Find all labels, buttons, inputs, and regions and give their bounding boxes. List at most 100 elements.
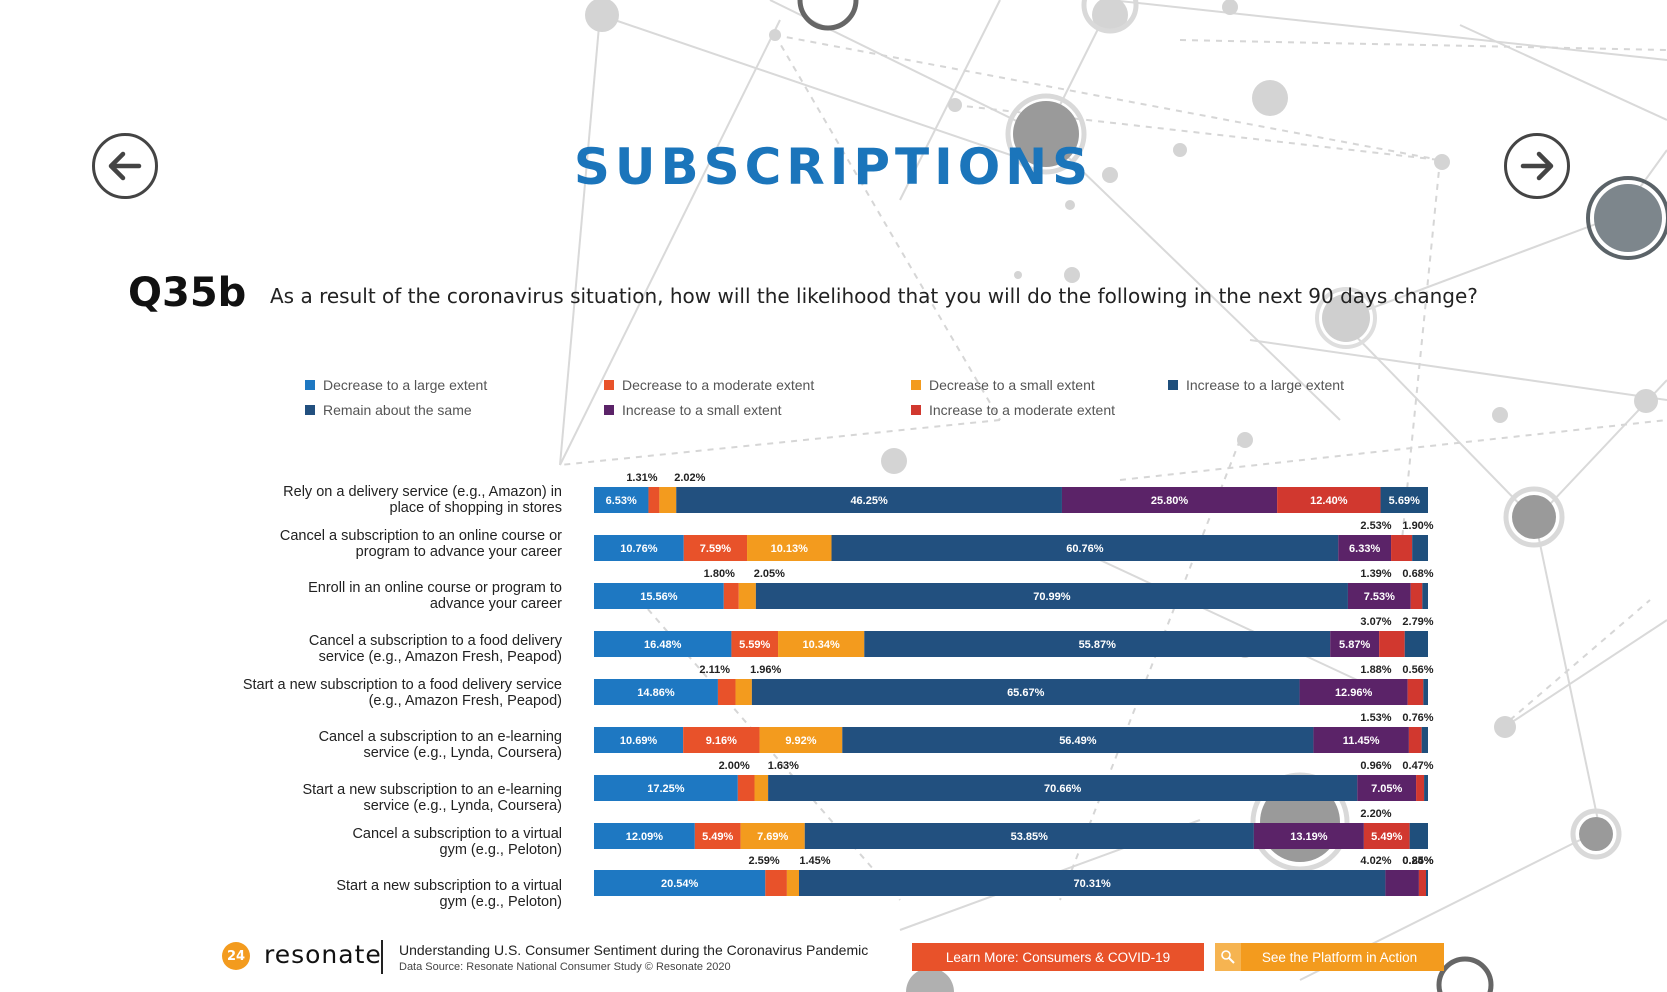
bar-segment (1425, 870, 1428, 896)
data-label: 70.66% (1044, 783, 1082, 795)
legend-label: Decrease to a small extent (929, 377, 1095, 393)
bar-segment (594, 775, 738, 801)
bar-segment (740, 823, 805, 849)
bar-segment (1421, 727, 1428, 753)
legend-swatch (604, 380, 614, 390)
question-code: Q35b (128, 270, 247, 316)
bar-segment (1347, 583, 1411, 609)
legend-item-remain-same: Remain about the same (305, 402, 472, 418)
bar-segment (1363, 823, 1410, 849)
footer-divider (381, 940, 383, 974)
bar-segment (1313, 727, 1409, 753)
legend-swatch (911, 405, 921, 415)
bar-segment (1424, 775, 1428, 801)
bar-segment (778, 631, 865, 657)
previous-slide-button[interactable] (92, 133, 158, 199)
bar-segment (1380, 487, 1428, 513)
data-label: 25.80% (1151, 495, 1189, 507)
data-label: 7.05% (1371, 783, 1402, 795)
pointer-icon (1215, 943, 1241, 971)
legend-label: Decrease to a moderate extent (622, 377, 815, 393)
bar-segment (754, 775, 769, 801)
bar-segment (594, 870, 766, 896)
see-platform-label: See the Platform in Action (1261, 949, 1418, 965)
data-label: 20.54% (661, 878, 699, 890)
bar-segment (676, 487, 1062, 513)
data-label: 12.09% (626, 831, 664, 843)
bar-segment (683, 535, 748, 561)
row-label: Enroll in an online course or program to… (308, 580, 562, 612)
see-platform-button[interactable]: See the Platform in Action (1215, 943, 1444, 971)
data-label: 0.47% (1402, 760, 1433, 772)
bar-segment (594, 679, 718, 705)
bar-segment (1422, 583, 1428, 609)
bar-segment (1299, 679, 1408, 705)
data-label: 0.85% (1402, 855, 1433, 867)
row-label: Start a new subscription to an e-learnin… (302, 782, 562, 814)
data-label: 5.59% (739, 639, 770, 651)
data-label: 16.48% (644, 639, 682, 651)
data-label: 1.63% (768, 760, 799, 772)
learn-more-label: Learn More: Consumers & COVID-19 (945, 949, 1171, 965)
next-slide-button[interactable] (1504, 133, 1570, 199)
legend-label: Increase to a large extent (1186, 377, 1344, 393)
bar-segment (1338, 535, 1392, 561)
bar-segment (648, 487, 660, 513)
data-label: 1.45% (799, 855, 830, 867)
footer-source: Data Source: Resonate National Consumer … (399, 961, 731, 973)
arrow-right-icon (1520, 151, 1554, 181)
bar-segment (738, 583, 756, 609)
data-label: 4.02% (1360, 855, 1391, 867)
data-label: 1.90% (1402, 520, 1433, 532)
legend-item-increase-large: Increase to a large extent (1168, 377, 1344, 393)
row-label: Start a new subscription to a virtual gym… (336, 878, 562, 910)
data-label: 10.76% (620, 543, 658, 555)
data-label: 10.13% (771, 543, 809, 555)
legend-swatch (604, 405, 614, 415)
legend-item-decrease-moderate: Decrease to a moderate extent (604, 377, 814, 393)
data-label: 10.34% (803, 639, 841, 651)
row-label: Cancel a subscription to an e-learning se… (318, 729, 562, 761)
data-label: 0.68% (1402, 568, 1433, 580)
question-text: As a result of the coronavirus situation… (270, 284, 1478, 308)
data-label: 5.69% (1389, 495, 1420, 507)
legend-item-increase-moderate: Increase to a moderate extent (911, 402, 1115, 418)
data-label: 56.49% (1059, 735, 1097, 747)
data-label: 70.99% (1033, 591, 1071, 603)
bar-segment (1330, 631, 1380, 657)
data-label: 9.16% (706, 735, 737, 747)
data-label: 2.11% (699, 664, 730, 676)
data-label: 14.86% (637, 687, 675, 699)
data-label: 2.20% (1360, 808, 1391, 820)
bar-segment (1423, 679, 1428, 705)
data-label: 1.88% (1360, 664, 1391, 676)
bar-segment (1277, 487, 1381, 513)
bar-segment (747, 535, 832, 561)
bar-segment (594, 487, 649, 513)
bar-segment (1391, 535, 1413, 561)
data-label: 13.19% (1290, 831, 1328, 843)
legend-swatch (1168, 380, 1178, 390)
data-label: 2.53% (1360, 520, 1391, 532)
row-label: Start a new subscription to a food deliv… (242, 677, 562, 709)
arrow-left-icon (108, 151, 142, 181)
page-title: SUBSCRIPTIONS (573, 138, 1094, 196)
data-label: 0.96% (1360, 760, 1391, 772)
row-label: Cancel a subscription to a food delivery… (308, 633, 562, 665)
data-label: 2.05% (754, 568, 785, 580)
bar-segment (751, 679, 1300, 705)
bar-segment (594, 823, 695, 849)
data-label: 2.59% (749, 855, 780, 867)
bar-segment (735, 679, 752, 705)
data-label: 70.31% (1074, 878, 1112, 890)
bar-segment (1379, 631, 1405, 657)
row-label: Rely on a delivery service (e.g., Amazon… (283, 484, 562, 516)
data-label: 1.96% (750, 664, 781, 676)
bar-segment (755, 583, 1348, 609)
bar-segment (765, 870, 787, 896)
learn-more-button[interactable]: Learn More: Consumers & COVID-19 (912, 943, 1204, 971)
bar-segment (831, 535, 1339, 561)
bar-segment (798, 870, 1386, 896)
legend-item-decrease-large: Decrease to a large extent (305, 377, 487, 393)
footer-title: Understanding U.S. Consumer Sentiment du… (399, 942, 869, 958)
